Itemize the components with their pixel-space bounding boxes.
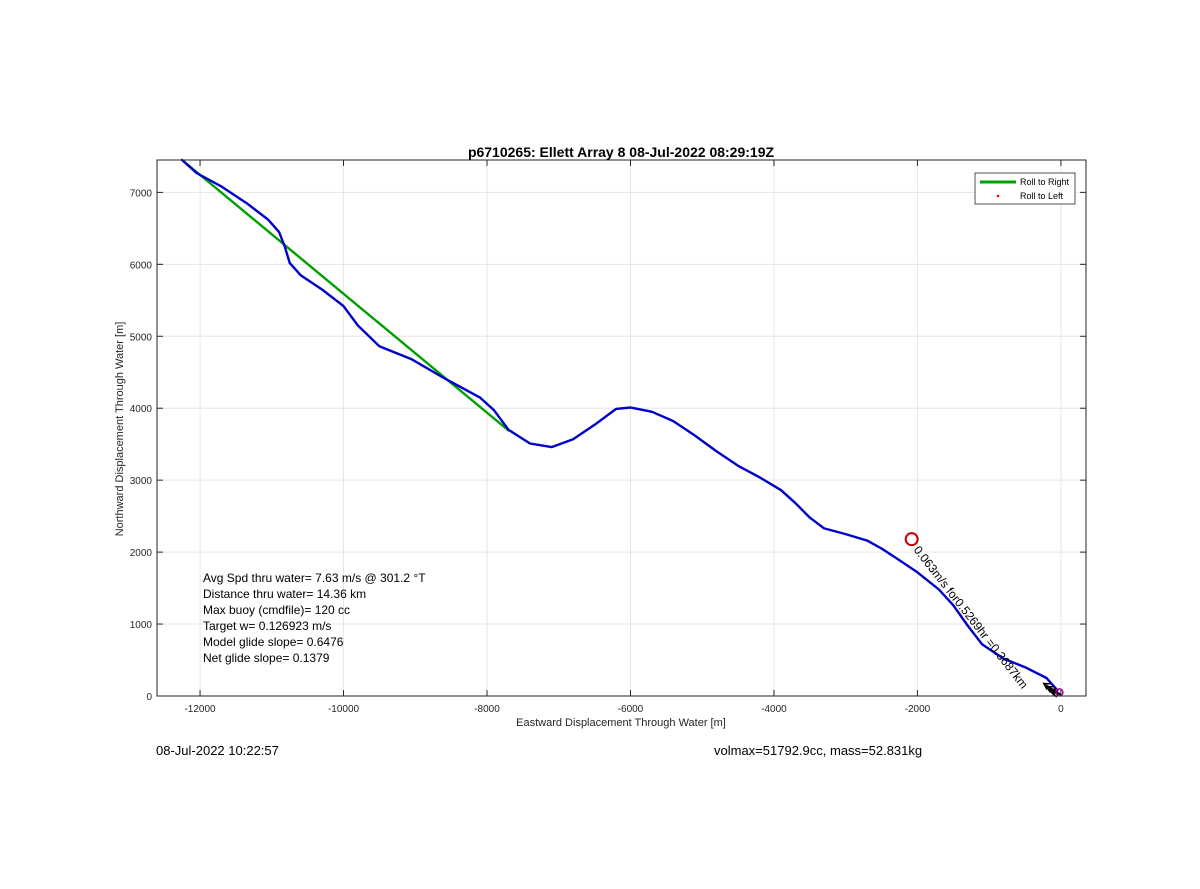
y-tick-label: 4000	[130, 404, 153, 415]
current-arrow	[1043, 682, 1062, 696]
footer-timestamp: 08-Jul-2022 10:22:57	[156, 743, 279, 758]
legend-label-roll-left: Roll to Left	[1020, 191, 1064, 201]
y-tick-label: 7000	[130, 188, 153, 199]
annotation-max-buoy: Max buoy (cmdfile)= 120 cc	[203, 603, 350, 617]
axis-ticks: -12000 -10000 -8000 -6000 -4000 -2000 0 0 1000 20…	[130, 160, 1086, 715]
current-arrow-head	[1048, 688, 1057, 696]
annotation-distance: Distance thru water= 14.36 km	[203, 587, 366, 601]
x-tick-label: -4000	[761, 704, 787, 715]
x-tick-label: -2000	[905, 704, 931, 715]
y-tick-label: 2000	[130, 548, 153, 559]
data-lines	[180, 158, 1059, 692]
legend-label-roll-right: Roll to Right	[1020, 177, 1070, 187]
x-tick-label: -10000	[328, 704, 360, 715]
legend-dot-roll-left	[996, 194, 1000, 198]
series-line-0	[180, 158, 510, 432]
y-tick-label: 6000	[130, 260, 153, 271]
x-tick-label: 0	[1058, 704, 1064, 715]
x-tick-label: -8000	[474, 704, 500, 715]
plot-background	[157, 160, 1086, 696]
legend: Roll to Right Roll to Left	[974, 172, 1076, 205]
annotation-avg-speed: Avg Spd thru water= 7.63 m/s @ 301.2 °T	[203, 571, 426, 585]
y-tick-label: 0	[146, 692, 152, 703]
annotation-net-glide: Net glide slope= 0.1379	[203, 651, 330, 665]
y-tick-label: 1000	[130, 620, 153, 631]
y-axis-label: Northward Displacement Through Water [m]	[114, 322, 126, 537]
annotation-target-w: Target w= 0.126923 m/s	[203, 619, 331, 633]
legend-box	[974, 172, 1076, 205]
footer-glider-params: volmax=51792.9cc, mass=52.831kg	[714, 743, 923, 758]
x-tick-label: -6000	[618, 704, 644, 715]
chart-title: p6710265: Ellett Array 8 08-Jul-2022 08:…	[468, 144, 775, 160]
current-arrow-head	[1045, 685, 1054, 693]
x-axis-label: Eastward Displacement Through Water [m]	[516, 717, 726, 729]
series-line-1	[180, 158, 1059, 692]
annotation-model-glide: Model glide slope= 0.6476	[203, 635, 344, 649]
x-tick-label: -12000	[184, 704, 216, 715]
plot-frame	[156, 159, 1087, 697]
annotation-block: Avg Spd thru water= 7.63 m/s @ 301.2 °T …	[203, 571, 426, 665]
y-tick-label: 5000	[130, 332, 153, 343]
y-tick-label: 3000	[130, 476, 153, 487]
current-arrow-head	[1042, 682, 1051, 690]
dive-marker-circle	[904, 532, 919, 547]
